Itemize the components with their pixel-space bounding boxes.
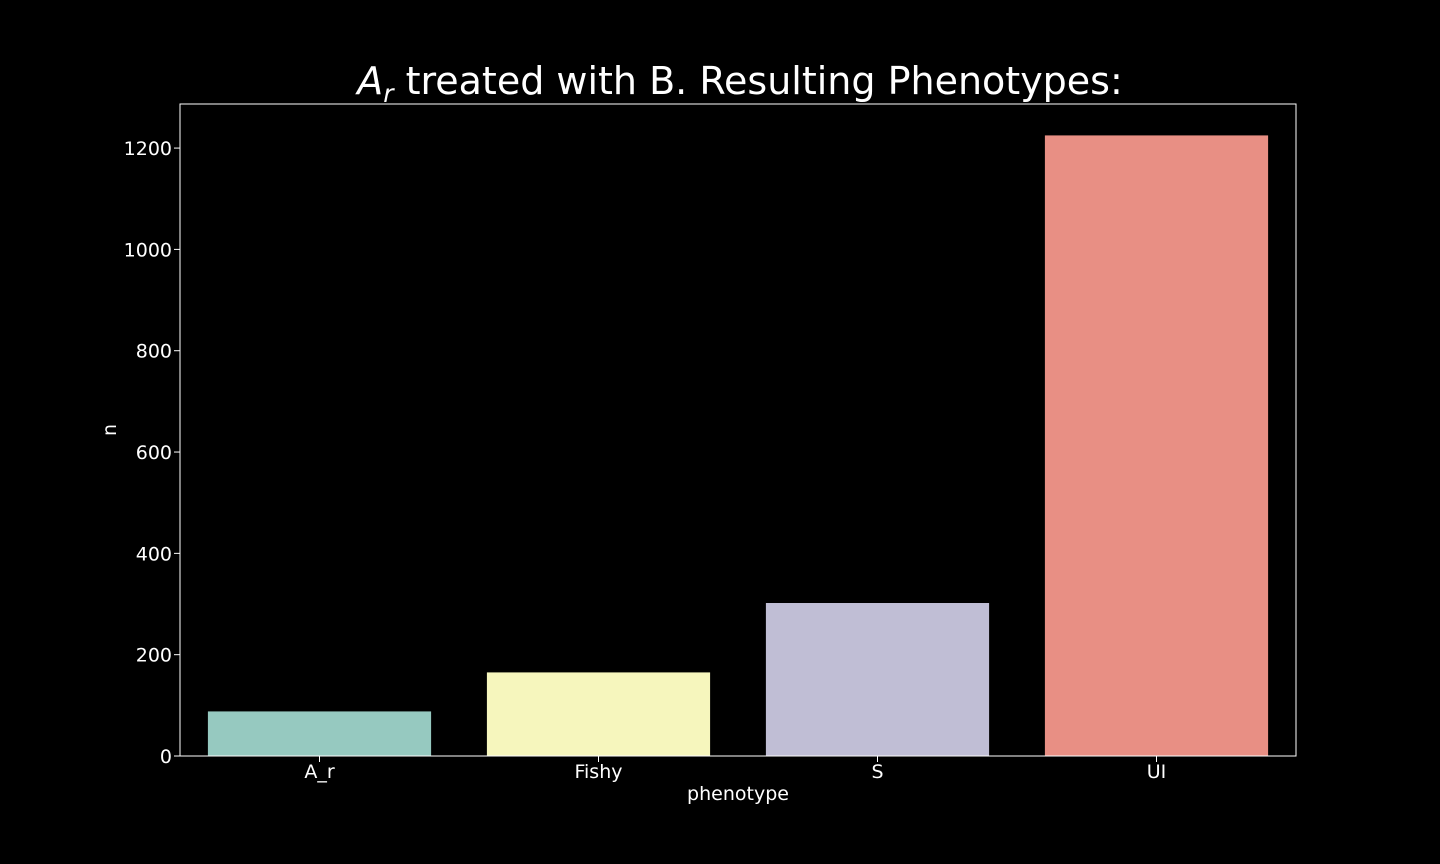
x-tick-label: S bbox=[871, 761, 883, 783]
bar-a-r bbox=[207, 711, 432, 756]
y-axis-ticks: 0 200 400 600 800 1000 1200 bbox=[124, 138, 180, 768]
chart-title-symbol: A bbox=[354, 59, 383, 103]
y-tick-label: 1000 bbox=[124, 239, 172, 261]
y-tick-label: 200 bbox=[136, 645, 172, 667]
x-tick-label: A_r bbox=[304, 761, 334, 783]
y-tick-label: 600 bbox=[136, 442, 172, 464]
y-tick-label: 1200 bbox=[124, 138, 172, 160]
y-tick-label: 400 bbox=[136, 543, 172, 565]
bars-group bbox=[207, 135, 1269, 756]
x-tick-label: Fishy bbox=[574, 761, 622, 783]
chart-title: Ar treated with B. Resulting Phenotypes: bbox=[354, 59, 1123, 108]
x-tick-label: UI bbox=[1147, 761, 1167, 783]
y-tick-label: 800 bbox=[136, 341, 172, 363]
bar-s bbox=[765, 603, 990, 756]
chart-title-subscript: r bbox=[383, 79, 395, 108]
y-axis-label: n bbox=[99, 424, 121, 436]
plot-frame bbox=[179, 103, 1297, 757]
x-axis-label: phenotype bbox=[687, 783, 789, 805]
bar-ui bbox=[1044, 135, 1269, 756]
x-axis-ticks: A_r Fishy S UI bbox=[304, 756, 1166, 783]
y-tick-label: 0 bbox=[160, 746, 172, 768]
chart-title-text: treated with B. Resulting Phenotypes: bbox=[393, 59, 1122, 103]
bar-fishy bbox=[486, 672, 711, 756]
